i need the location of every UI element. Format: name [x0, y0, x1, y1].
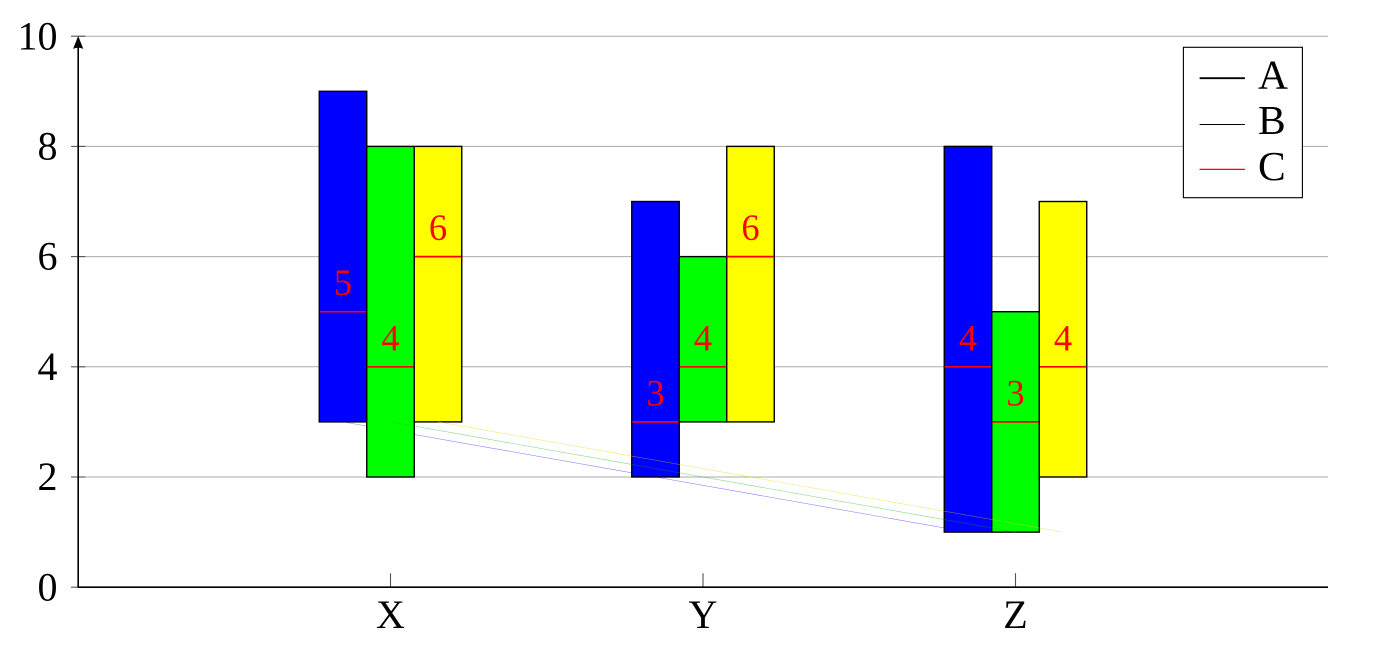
- svg-text:C: C: [1258, 143, 1286, 189]
- svg-text:4: 4: [38, 344, 58, 389]
- svg-text:3: 3: [1006, 372, 1024, 413]
- svg-text:8: 8: [38, 124, 58, 169]
- svg-text:10: 10: [18, 13, 58, 58]
- svg-text:Z: Z: [1003, 592, 1027, 637]
- svg-text:3: 3: [646, 372, 664, 413]
- svg-text:2: 2: [38, 454, 58, 499]
- svg-text:0: 0: [38, 564, 58, 609]
- svg-text:6: 6: [741, 207, 759, 248]
- svg-text:Y: Y: [689, 592, 718, 637]
- svg-text:X: X: [376, 592, 405, 637]
- svg-text:4: 4: [959, 317, 977, 358]
- svg-text:4: 4: [1054, 317, 1072, 358]
- svg-text:B: B: [1258, 97, 1286, 143]
- svg-text:4: 4: [694, 317, 712, 358]
- svg-text:6: 6: [38, 234, 58, 279]
- svg-text:5: 5: [334, 262, 352, 303]
- svg-text:4: 4: [381, 317, 399, 358]
- svg-text:6: 6: [429, 207, 447, 248]
- svg-text:A: A: [1258, 51, 1288, 97]
